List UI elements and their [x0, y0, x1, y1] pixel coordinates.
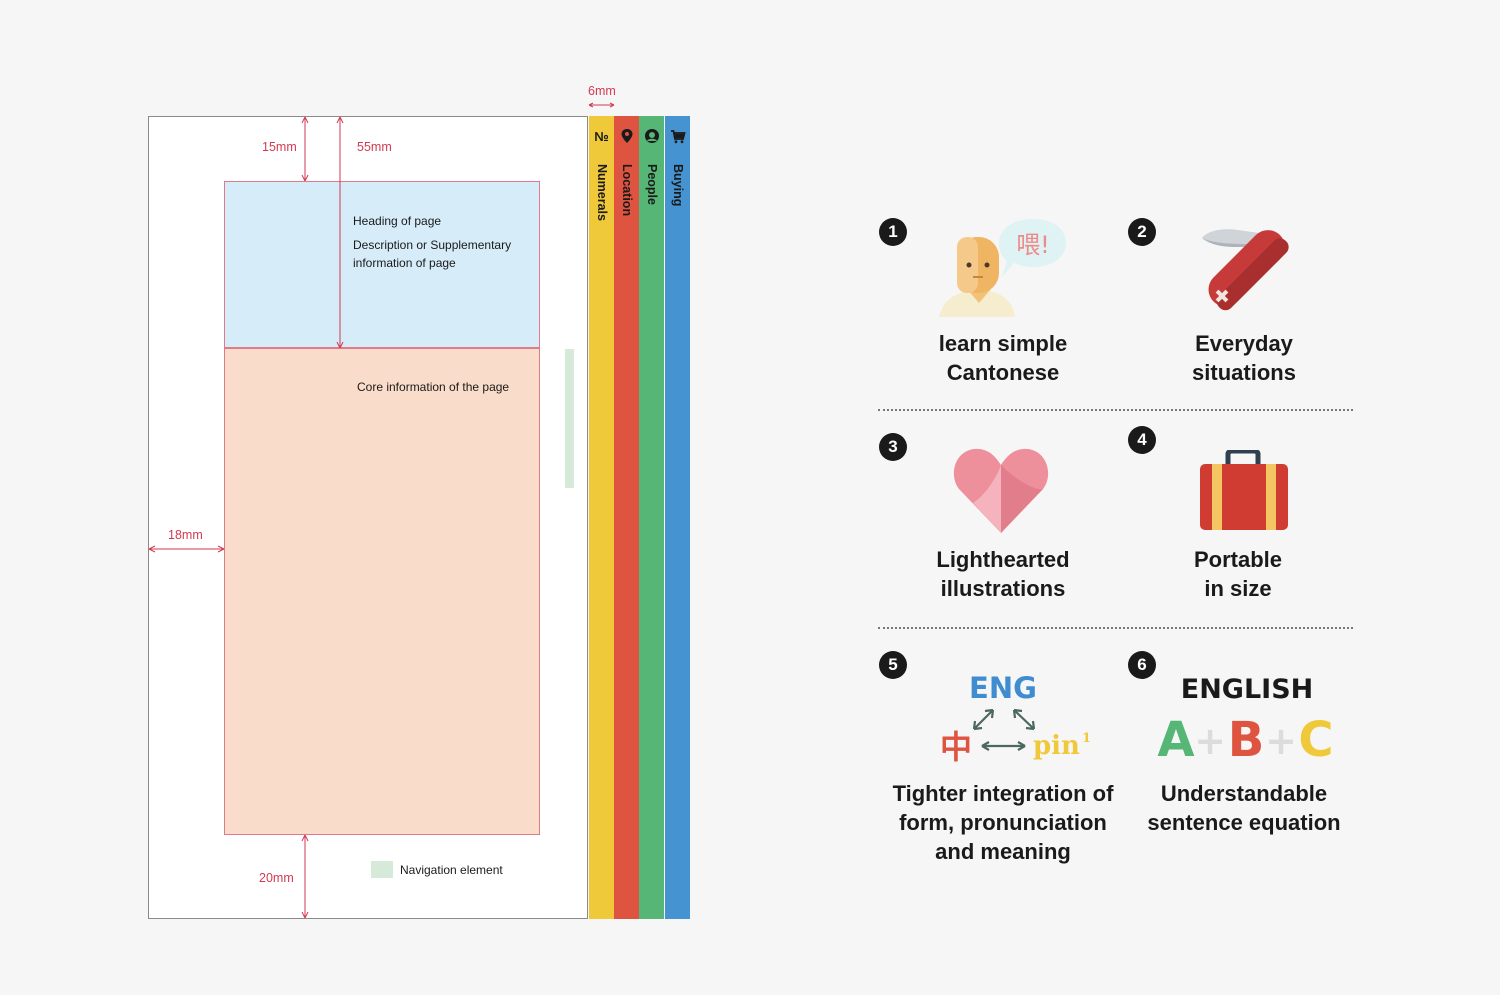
core-info-label: Core information of the page: [357, 380, 510, 394]
left-margin-label: 18mm: [168, 528, 203, 542]
feature-label-6: Understandable sentence equation: [1147, 781, 1341, 835]
tab-label-numerals: Numerals: [595, 164, 609, 221]
top-margin-label: 15mm: [262, 140, 297, 154]
tab-label-people: People: [645, 164, 659, 205]
feature-label-4: Portable in size: [1193, 547, 1283, 601]
feature-number-4: 4: [1128, 426, 1156, 454]
tab-width-arrow: [588, 102, 615, 108]
feature-number-1: 1: [879, 218, 907, 246]
tab-width-label: 6mm: [588, 84, 616, 98]
svg-text:1: 1: [1082, 731, 1091, 746]
navigation-element-indicator: [565, 349, 574, 488]
feature-label-5: Tighter integration of form, pronunciati…: [892, 781, 1114, 864]
feature-label-2: Everyday situations: [1192, 331, 1296, 385]
description-label: Description or Supplementary information…: [353, 238, 512, 270]
feature-divider-2: [878, 627, 1353, 629]
feature-label-3: Lighthearted illustrations: [936, 547, 1070, 601]
integration-icon: ENG 中 pin 1: [940, 671, 1091, 766]
heading-area: [224, 181, 540, 348]
svg-text:ENGLISH: ENGLISH: [1181, 674, 1314, 705]
legend-label: Navigation element: [400, 863, 503, 877]
tab-label-buying: Buying: [671, 164, 685, 207]
svg-text:A: A: [1157, 712, 1194, 764]
legend-swatch: [371, 861, 393, 878]
heart-icon: [953, 448, 1049, 533]
svg-text:喂!: 喂!: [1016, 231, 1050, 259]
feature-divider-1: [878, 409, 1353, 411]
svg-text:B: B: [1228, 712, 1265, 764]
tab-label-location: Location: [620, 164, 634, 217]
svg-text:+: +: [1194, 719, 1226, 763]
numero-icon: №: [594, 128, 609, 144]
svg-text:中: 中: [940, 728, 972, 766]
tab-location[interactable]: Location: [614, 116, 639, 919]
feature-number-5: 5: [879, 651, 907, 679]
feature-number-6: 6: [1128, 651, 1156, 679]
tab-numerals[interactable]: № Numerals: [589, 116, 614, 919]
location-pin-icon: [614, 126, 639, 146]
shopping-cart-icon: [665, 126, 690, 146]
speaking-person-icon: 喂!: [939, 219, 1066, 317]
suitcase-icon: [1200, 450, 1288, 530]
svg-text:pin: pin: [1033, 731, 1080, 761]
tab-width-dimension: 6mm: [586, 84, 620, 110]
svg-text:+: +: [1265, 719, 1297, 763]
tab-people[interactable]: People: [639, 116, 664, 919]
person-icon: [639, 126, 664, 146]
svg-text:ENG: ENG: [969, 671, 1037, 705]
heading-label: Heading of page: [353, 214, 442, 228]
tab-buying[interactable]: Buying: [665, 116, 690, 919]
equation-icon: ENGLISH A + B + C: [1157, 674, 1333, 764]
pocket-knife-icon: [1202, 229, 1289, 311]
bottom-margin-label: 20mm: [259, 871, 294, 885]
core-info-area: [224, 348, 540, 835]
feature-number-2: 2: [1128, 218, 1156, 246]
svg-text:C: C: [1298, 712, 1333, 764]
header-height-label: 55mm: [357, 140, 392, 154]
feature-number-3: 3: [879, 433, 907, 461]
feature-label-1: learn simple Cantonese: [938, 331, 1068, 385]
